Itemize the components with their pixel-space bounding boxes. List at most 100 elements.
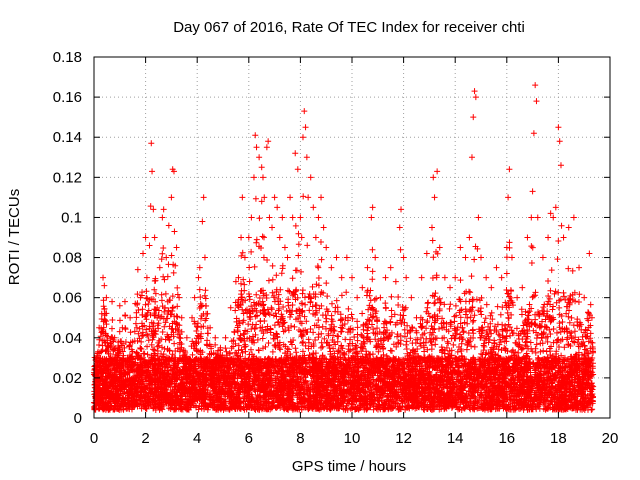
data-point <box>400 254 407 261</box>
data-point <box>238 234 245 241</box>
data-point <box>371 296 378 303</box>
data-point <box>493 264 500 271</box>
data-point <box>162 290 169 297</box>
data-point <box>200 194 207 201</box>
data-point <box>265 138 272 145</box>
data-point <box>284 254 291 261</box>
data-point <box>464 314 471 321</box>
data-point <box>457 277 464 284</box>
data-point <box>297 214 304 221</box>
data-point <box>283 308 290 315</box>
data-point <box>528 214 535 221</box>
data-point <box>253 144 260 151</box>
data-point <box>462 254 469 261</box>
data-point <box>324 293 331 300</box>
data-point <box>368 214 375 221</box>
data-point <box>201 254 208 261</box>
data-point <box>443 326 450 333</box>
data-point <box>274 204 281 211</box>
data-point <box>471 256 478 263</box>
data-point <box>388 293 395 300</box>
data-point <box>261 194 268 201</box>
data-point <box>278 270 285 277</box>
data-point <box>259 174 266 181</box>
data-point <box>529 244 536 251</box>
data-point <box>143 288 150 295</box>
data-point <box>101 282 108 289</box>
data-point <box>423 250 430 257</box>
data-point <box>359 284 366 291</box>
data-point <box>140 250 147 257</box>
data-point <box>502 327 509 334</box>
data-point <box>330 345 337 352</box>
data-point <box>328 264 335 271</box>
data-point <box>298 234 305 241</box>
data-point <box>116 302 123 309</box>
data-point <box>269 262 276 269</box>
data-point <box>508 254 515 261</box>
data-point <box>533 335 540 342</box>
data-point <box>382 300 389 307</box>
data-point <box>116 317 123 324</box>
data-point <box>127 314 134 321</box>
data-point <box>488 284 495 291</box>
data-point <box>568 335 575 342</box>
data-point <box>196 264 203 271</box>
data-point <box>467 289 474 296</box>
data-point <box>163 254 170 261</box>
data-point <box>367 287 374 294</box>
data-point <box>168 252 175 259</box>
data-point <box>315 275 322 282</box>
data-point <box>248 214 255 221</box>
data-point <box>144 295 151 302</box>
data-point <box>354 318 361 325</box>
data-point <box>178 314 185 321</box>
data-point <box>170 168 177 175</box>
data-point <box>116 328 123 335</box>
data-point <box>513 325 520 332</box>
data-point <box>529 188 536 195</box>
data-point <box>149 168 156 175</box>
data-point <box>247 346 254 353</box>
data-point <box>271 194 278 201</box>
data-points <box>91 82 597 413</box>
data-point <box>557 296 564 303</box>
data-point <box>199 218 206 225</box>
data-point <box>174 291 181 298</box>
data-point <box>273 272 280 279</box>
data-point <box>142 234 149 241</box>
data-point <box>159 214 166 221</box>
data-point <box>565 265 572 272</box>
data-point <box>328 300 335 307</box>
data-point <box>505 194 512 201</box>
data-point <box>483 274 490 281</box>
data-point <box>161 323 168 330</box>
data-point <box>364 264 371 271</box>
data-point <box>301 108 308 115</box>
data-point <box>468 273 475 280</box>
data-point <box>333 254 340 261</box>
data-point <box>581 294 588 301</box>
data-point <box>240 331 247 338</box>
data-point <box>233 350 240 357</box>
data-point <box>475 214 482 221</box>
data-point <box>547 287 554 294</box>
data-point <box>396 224 403 231</box>
data-point <box>354 294 361 301</box>
data-point <box>285 302 292 309</box>
data-point <box>134 266 141 273</box>
data-point <box>545 234 552 241</box>
data-point <box>173 244 180 251</box>
data-point <box>320 224 327 231</box>
data-point <box>550 214 557 221</box>
data-point <box>428 224 435 231</box>
data-point <box>253 321 260 328</box>
data-point <box>323 244 330 251</box>
data-point <box>518 311 525 318</box>
data-point <box>481 319 488 326</box>
data-point <box>348 311 355 318</box>
data-point <box>514 294 521 301</box>
data-point <box>404 330 411 337</box>
data-point <box>303 154 310 161</box>
data-point <box>526 308 533 315</box>
